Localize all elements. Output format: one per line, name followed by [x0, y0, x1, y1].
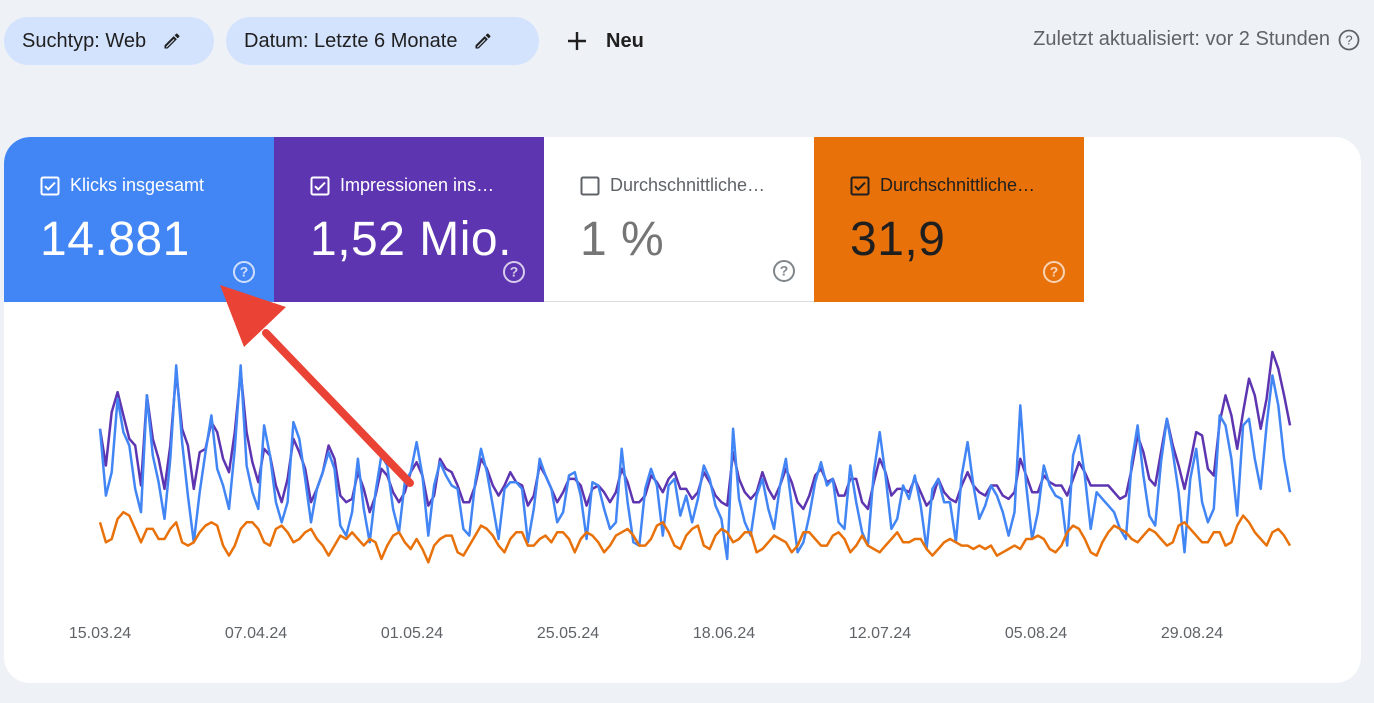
- metric-tile-impressions[interactable]: Impressionen ins… 1,52 Mio. ?: [274, 137, 544, 302]
- svg-text:?: ?: [1345, 32, 1352, 47]
- help-icon[interactable]: ?: [1042, 260, 1066, 284]
- help-icon[interactable]: ?: [232, 260, 256, 284]
- metric-label: Impressionen ins…: [340, 175, 495, 195]
- checkbox-unchecked-icon[interactable]: [580, 176, 600, 196]
- help-icon[interactable]: ?: [1338, 29, 1360, 51]
- metric-label: Durchschnittliche…: [880, 175, 1036, 195]
- help-icon[interactable]: ?: [502, 260, 526, 284]
- last-updated-status: Zuletzt aktualisiert: vor 2 Stunden ?: [1033, 28, 1360, 51]
- new-filter-button[interactable]: Neu: [566, 17, 644, 65]
- metric-value: 1,52 Mio.: [310, 213, 512, 266]
- help-icon[interactable]: ?: [772, 259, 796, 283]
- x-tick-label: 01.05.24: [381, 625, 443, 642]
- metric-tile-position[interactable]: Durchschnittliche… 31,9 ?: [814, 137, 1084, 302]
- metric-value: 31,9: [850, 213, 946, 266]
- metric-label: Klicks insgesamt: [70, 175, 205, 195]
- checkbox-checked-icon[interactable]: [40, 176, 60, 196]
- checkbox-checked-icon[interactable]: [850, 176, 870, 196]
- x-tick-label: 18.06.24: [693, 625, 755, 642]
- svg-text:?: ?: [1050, 264, 1059, 280]
- x-tick-label: 05.08.24: [1005, 625, 1067, 642]
- x-tick-label: 07.04.24: [225, 625, 287, 642]
- svg-text:?: ?: [780, 263, 789, 279]
- metric-value: 1 %: [580, 213, 665, 266]
- search-type-filter-label: Suchtyp: Web: [22, 29, 147, 52]
- edit-pencil-icon[interactable]: [162, 31, 182, 51]
- series-line-2: [98, 510, 1292, 564]
- svg-text:?: ?: [240, 264, 249, 280]
- date-filter-label: Datum: Letzte 6 Monate: [244, 29, 458, 52]
- performance-card: 15.03.24 07.04.24 01.05.24 25.05.24 18.06.24…: [4, 137, 1361, 683]
- svg-text:?: ?: [510, 264, 519, 280]
- plus-icon: [566, 30, 588, 52]
- performance-chart: 15.03.24 07.04.24 01.05.24 25.05.24 18.06.24…: [69, 350, 1292, 642]
- x-tick-label: 25.05.24: [537, 625, 599, 642]
- metric-tile-ctr[interactable]: Durchschnittliche… 1 % ?: [544, 137, 814, 302]
- new-filter-label: Neu: [606, 29, 644, 52]
- metric-value: 14.881: [40, 213, 190, 266]
- x-tick-label: 29.08.24: [1161, 625, 1223, 642]
- metric-tile-clicks[interactable]: Klicks insgesamt 14.881 ?: [4, 137, 274, 302]
- x-tick-label: 12.07.24: [849, 625, 911, 642]
- edit-pencil-icon[interactable]: [473, 31, 493, 51]
- checkbox-checked-icon[interactable]: [310, 176, 330, 196]
- metric-label: Durchschnittliche…: [610, 175, 766, 195]
- search-type-filter-chip[interactable]: Suchtyp: Web: [4, 17, 214, 65]
- date-filter-chip[interactable]: Datum: Letzte 6 Monate: [226, 17, 539, 65]
- last-updated-text: Zuletzt aktualisiert: vor 2 Stunden: [1033, 28, 1330, 50]
- series-line-1: [98, 350, 1292, 514]
- x-tick-label: 15.03.24: [69, 625, 131, 642]
